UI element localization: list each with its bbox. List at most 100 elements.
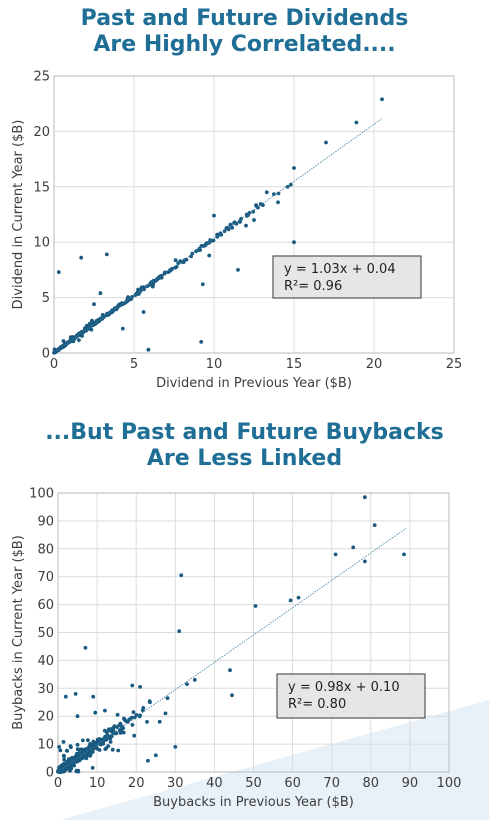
chart-2-x-tick-label: 60	[284, 776, 301, 791]
chart-1-data-point	[89, 327, 94, 332]
chart-2-data-point	[230, 693, 234, 698]
chart-1-data-point	[228, 222, 233, 227]
chart-1-x-axis-label: Dividend in Previous Year ($B)	[156, 376, 352, 391]
chart-2-data-point	[132, 733, 137, 738]
chart-1-data-point	[79, 255, 84, 260]
chart-2-data-point	[228, 668, 232, 673]
chart-1-data-point	[146, 347, 151, 352]
chart-2-data-point	[115, 712, 120, 717]
chart-2-data-point	[148, 700, 152, 705]
chart-2-data-point	[296, 595, 301, 600]
chart-2-data-point	[402, 552, 406, 557]
chart-2-title-line-2: Are Less Linked	[146, 446, 343, 471]
chart-2-data-point	[173, 745, 178, 749]
chart-2-data-point	[87, 750, 92, 755]
chart-2-data-point	[153, 753, 158, 758]
chart-2-data-point	[121, 726, 125, 731]
chart-1-equation-text: y = 1.03x + 0.04	[284, 262, 396, 277]
chart-2-data-point	[77, 752, 82, 757]
chart-2-data-point	[127, 717, 132, 722]
chart-1-data-point	[276, 200, 280, 205]
chart-1-y-tick-label: 20	[33, 125, 50, 140]
chart-2-data-point	[137, 714, 142, 719]
chart-1-data-point	[173, 258, 178, 263]
chart-2-data-point	[90, 750, 95, 754]
chart-1-data-point	[56, 270, 61, 274]
chart-2-x-tick-label: 100	[437, 776, 462, 791]
chart-1-x-tick-label: 15	[286, 357, 303, 372]
chart-2-x-tick-label: 10	[89, 776, 106, 791]
chart-1-data-point	[129, 296, 134, 301]
chart-2-data-point	[63, 694, 68, 699]
chart-1-data-point	[150, 284, 155, 289]
chart-2-data-point	[72, 763, 76, 768]
chart-1-y-tick-label: 15	[33, 180, 50, 195]
chart-2-data-point	[75, 714, 80, 719]
chart-2-equation-text: y = 0.98x + 0.10	[288, 680, 400, 695]
chart-1-data-point	[142, 287, 146, 292]
chart-2-data-point	[83, 645, 88, 650]
chart-2-data-point	[163, 711, 168, 716]
chart-2-data-point	[97, 737, 102, 741]
chart-2-data-point	[62, 757, 67, 762]
chart-2-data-point	[75, 747, 80, 752]
chart-1-data-point	[324, 140, 328, 145]
chart-2-data-point	[130, 683, 135, 688]
chart-1-data-point	[178, 259, 183, 263]
chart-2-x-tick-label: 20	[128, 776, 145, 791]
chart-2-x-tick-label: 40	[206, 776, 223, 791]
chart-2-x-tick-label: 0	[54, 776, 62, 791]
chart-2-data-point	[106, 744, 111, 748]
chart-1-data-point	[244, 223, 248, 228]
chart-2-data-point	[185, 682, 189, 686]
chart-2-equation-box: y = 0.98x + 0.10 R²= 0.80	[276, 673, 426, 719]
chart-2-y-axis-label: Buybacks in Current Year ($B)	[11, 535, 26, 730]
chart-2-data-point	[57, 745, 61, 749]
chart-1-data-point	[98, 291, 103, 296]
chart-2-data-point	[105, 730, 109, 735]
chart-1-data-point	[189, 254, 194, 259]
chart-2-data-point	[62, 769, 66, 774]
chart-1-data-point	[200, 282, 205, 287]
chart-1-data-point	[120, 326, 125, 331]
chart-1-y-tick-label: 25	[33, 70, 50, 85]
chart-1-data-point	[288, 182, 293, 187]
chart-2-data-point	[363, 495, 367, 500]
chart-1-x-tick-label: 10	[206, 357, 223, 372]
chart-1-points	[52, 97, 384, 355]
chart-1-x-tick-label: 20	[366, 357, 383, 372]
chart-1-r-squared-text: R²= 0.96	[284, 279, 342, 294]
chart-2-data-point	[145, 720, 149, 724]
chart-2-title: ...But Past and Future Buybacks Are Less…	[0, 420, 489, 472]
chart-2-y-tick-label: 70	[37, 570, 54, 585]
chart-2-data-point	[109, 734, 114, 739]
chart-2-data-point	[86, 738, 90, 743]
chart-1-plot-frame	[53, 75, 455, 354]
chart-2-data-point	[58, 748, 63, 753]
chart-2-regression-line	[57, 528, 407, 773]
chart-2-title-line-1: ...But Past and Future Buybacks	[45, 420, 444, 445]
chart-2-data-point	[68, 744, 73, 748]
chart-1-title-line-1: Past and Future Dividends	[80, 6, 409, 31]
chart-1-data-point	[230, 225, 235, 230]
chart-2-data-point	[90, 766, 95, 770]
chart-2-x-tick-label: 90	[402, 776, 419, 791]
chart-1-x-tick-label: 0	[50, 357, 58, 372]
chart-1-data-point	[252, 218, 256, 222]
chart-2-y-tick-label: 50	[37, 626, 54, 641]
chart-1-y-tick-label: 0	[42, 347, 50, 362]
chart-1-data-point	[90, 318, 94, 323]
chart-2-y-tick-label: 30	[37, 682, 54, 697]
chart-2-data-point	[81, 738, 85, 743]
chart-2-data-point	[64, 748, 69, 753]
chart-2-data-point	[131, 710, 136, 715]
chart-2-data-point	[333, 552, 338, 557]
chart-2-data-point	[253, 604, 258, 608]
chart-1-data-point	[285, 184, 290, 189]
chart-1-title-line-2: Are Highly Correlated....	[93, 32, 396, 57]
chart-1-data-point	[212, 213, 216, 218]
chart-1-data-point	[208, 238, 213, 243]
chart-2-data-point	[91, 739, 96, 744]
chart-2-data-point	[61, 753, 66, 758]
